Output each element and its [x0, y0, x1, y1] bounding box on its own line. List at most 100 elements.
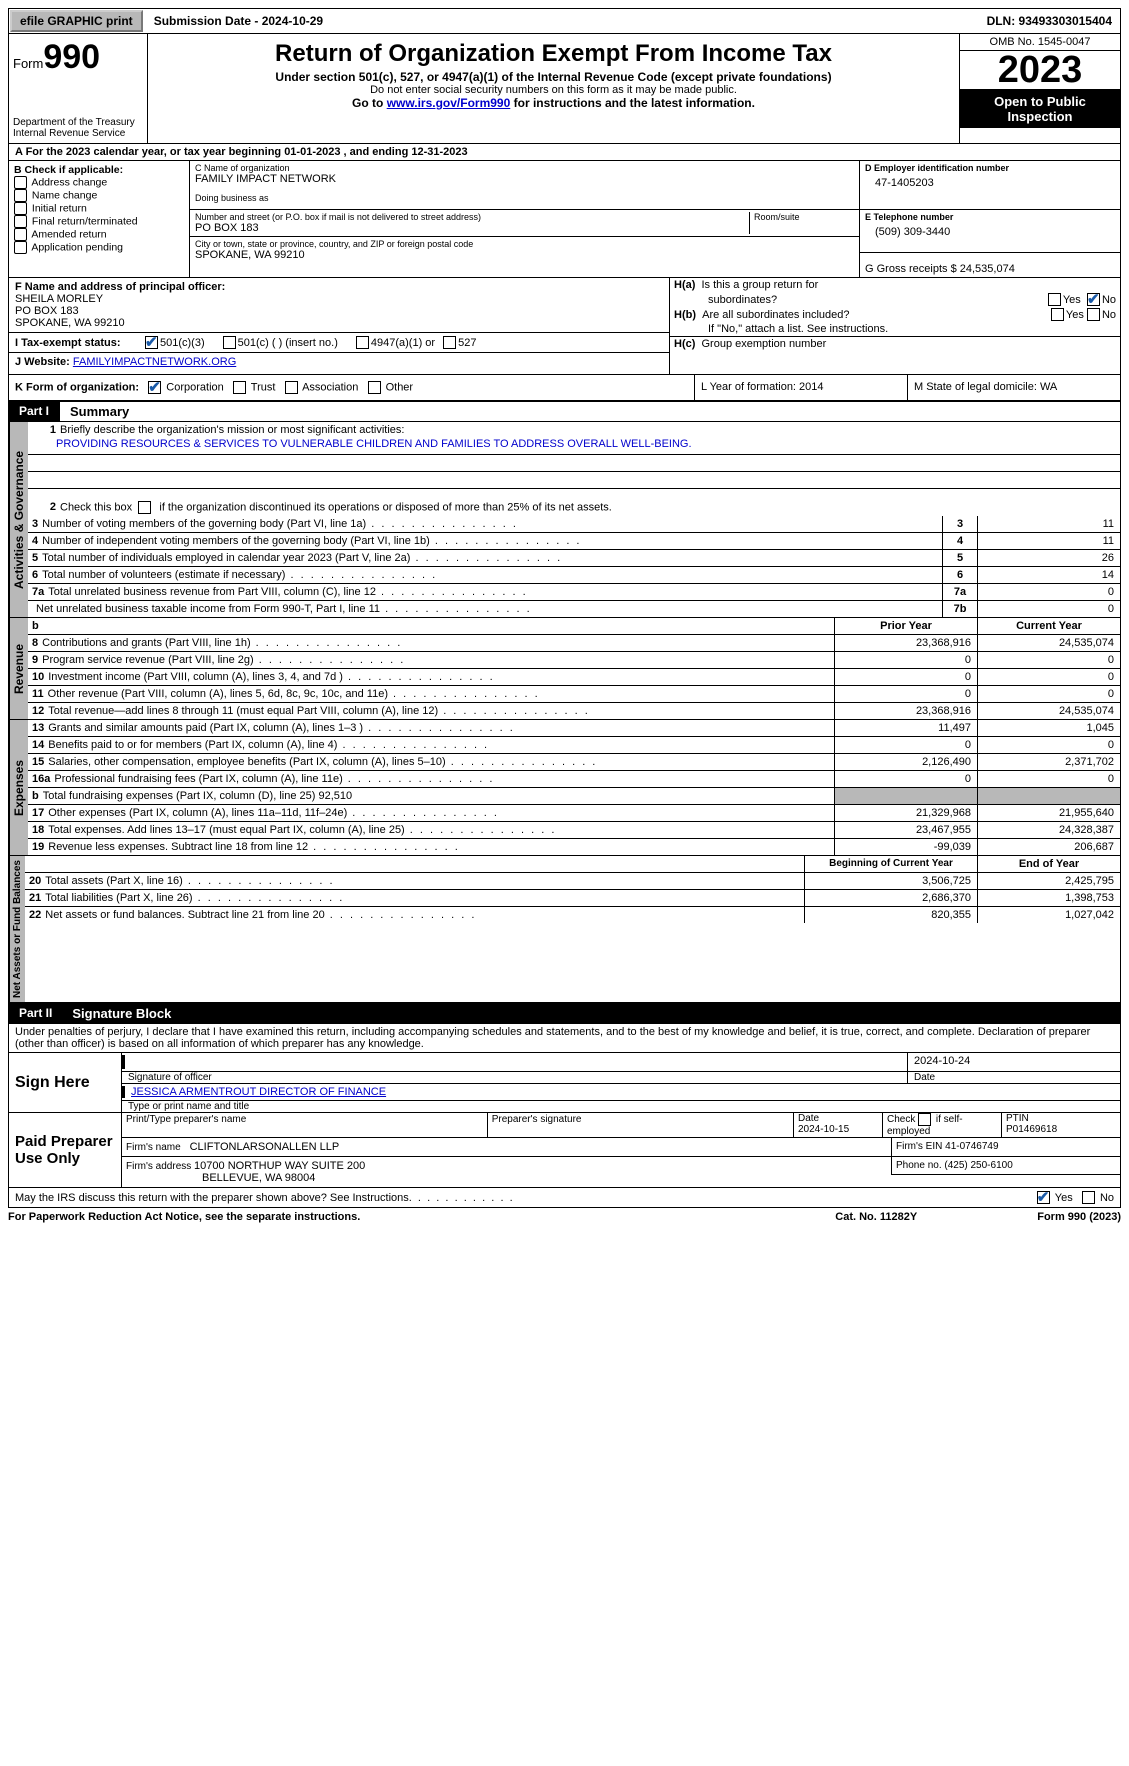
gov-line: 4Number of independent voting members of… — [28, 533, 1120, 550]
subtitle-3: Go to www.irs.gov/Form990 for instructio… — [158, 96, 949, 110]
section-ag: Activities & Governance 1 Briefly descri… — [8, 422, 1121, 618]
firm-name: CLIFTONLARSONALLEN LLP — [190, 1141, 340, 1153]
cb-discontinued[interactable] — [138, 501, 151, 514]
hb-note: If "No," attach a list. See instructions… — [670, 322, 1120, 336]
open-inspection: Open to Public Inspection — [960, 90, 1120, 128]
dln: DLN: 93493303015404 — [979, 12, 1120, 30]
cb-4947[interactable] — [356, 336, 369, 349]
sig-officer-label: Signature of officer — [122, 1072, 907, 1083]
cb-corp[interactable] — [148, 381, 161, 394]
prep-sig-label: Preparer's signature — [487, 1113, 793, 1137]
section-revenue: Revenue b Prior Year Current Year 8Contr… — [8, 618, 1121, 720]
data-line: 20Total assets (Part X, line 16)3,506,72… — [25, 873, 1120, 890]
gov-line: 3Number of voting members of the governi… — [28, 516, 1120, 533]
gov-line: 6Total number of volunteers (estimate if… — [28, 567, 1120, 584]
footer-left: For Paperwork Reduction Act Notice, see … — [8, 1211, 360, 1223]
paid-preparer-label: Paid Preparer Use Only — [9, 1113, 122, 1187]
data-line: 22Net assets or fund balances. Subtract … — [25, 907, 1120, 923]
ha-row: H(a) Is this a group return for — [670, 278, 1120, 292]
may-irs-row: May the IRS discuss this return with the… — [8, 1188, 1121, 1208]
room-label: Room/suite — [754, 212, 854, 222]
date-label: Date — [907, 1072, 1120, 1083]
year-formation: L Year of formation: 2014 — [694, 375, 907, 400]
mid-block: F Name and address of principal officer:… — [8, 278, 1121, 375]
ein: 47-1405203 — [865, 173, 1115, 193]
data-line: 9Program service revenue (Part VIII, lin… — [28, 652, 1120, 669]
firm-addr1: 10700 NORTHUP WAY SUITE 200 — [194, 1160, 365, 1172]
city: SPOKANE, WA 99210 — [195, 249, 305, 261]
firm-phone: Phone no. (425) 250-6100 — [891, 1157, 1120, 1175]
hb-no[interactable] — [1087, 308, 1100, 321]
data-line: bTotal fundraising expenses (Part IX, co… — [28, 788, 1120, 805]
cb-initial-return[interactable]: Initial return — [14, 202, 184, 215]
gov-line: 7aTotal unrelated business revenue from … — [28, 584, 1120, 601]
klm-row: K Form of organization: Corporation Trus… — [8, 375, 1121, 401]
section-netassets: Net Assets or Fund Balances Beginning of… — [8, 856, 1121, 1003]
hdr-prior-year: Prior Year — [834, 618, 977, 634]
form-header: Form990 Department of the Treasury Inter… — [8, 34, 1121, 144]
cb-trust[interactable] — [233, 381, 246, 394]
irs-link[interactable]: www.irs.gov/Form990 — [387, 96, 511, 110]
may-irs-yes[interactable] — [1037, 1191, 1050, 1204]
data-line: 10Investment income (Part VIII, column (… — [28, 669, 1120, 686]
addr-label: Number and street (or P.O. box if mail i… — [195, 212, 749, 222]
data-line: 11Other revenue (Part VIII, column (A), … — [28, 686, 1120, 703]
officer-label: F Name and address of principal officer: — [15, 281, 663, 293]
form-title: Return of Organization Exempt From Incom… — [158, 40, 949, 68]
submission-date: Submission Date - 2024-10-29 — [144, 12, 333, 30]
cb-527[interactable] — [443, 336, 456, 349]
phone: (509) 309-3440 — [865, 222, 1115, 242]
mission-text: PROVIDING RESOURCES & SERVICES TO VULNER… — [28, 438, 1120, 455]
website-link[interactable]: FAMILYIMPACTNETWORK.ORG — [73, 356, 236, 368]
footer-cat: Cat. No. 11282Y — [835, 1211, 917, 1223]
footer-form: Form 990 (2023) — [1037, 1211, 1121, 1223]
cb-assoc[interactable] — [285, 381, 298, 394]
name-label: C Name of organization — [195, 163, 854, 173]
tax-status-label: I Tax-exempt status: — [15, 337, 145, 349]
tab-activities: Activities & Governance — [9, 422, 28, 617]
hdr-current-year: Current Year — [977, 618, 1120, 634]
sign-here-label: Sign Here — [9, 1053, 122, 1112]
box-b: B Check if applicable: Address change Na… — [9, 161, 190, 277]
ha-no[interactable] — [1087, 293, 1100, 306]
hdr-boy: Beginning of Current Year — [804, 856, 977, 872]
topbar: efile GRAPHIC print Submission Date - 20… — [8, 8, 1121, 34]
firm-ein: Firm's EIN 41-0746749 — [891, 1138, 1120, 1156]
cb-amended-return[interactable]: Amended return — [14, 228, 184, 241]
tab-netassets: Net Assets or Fund Balances — [9, 856, 25, 1002]
ha-yes[interactable] — [1048, 293, 1061, 306]
gov-line: Net unrelated business taxable income fr… — [28, 601, 1120, 617]
efile-button[interactable]: efile GRAPHIC print — [10, 10, 143, 32]
hb-row: H(b) Are all subordinates included? Yes … — [670, 307, 1120, 322]
data-line: 18Total expenses. Add lines 13–17 (must … — [28, 822, 1120, 839]
hb-yes[interactable] — [1051, 308, 1064, 321]
officer-addr1: PO BOX 183 — [15, 305, 663, 317]
phone-label: E Telephone number — [865, 212, 1115, 222]
data-line: 8Contributions and grants (Part VIII, li… — [28, 635, 1120, 652]
mission-q: Briefly describe the organization's miss… — [60, 424, 404, 436]
org-name: FAMILY IMPACT NETWORK — [195, 173, 336, 185]
data-line: 21Total liabilities (Part X, line 26)2,6… — [25, 890, 1120, 907]
data-line: 15Salaries, other compensation, employee… — [28, 754, 1120, 771]
cb-final-return[interactable]: Final return/terminated — [14, 215, 184, 228]
subtitle-2: Do not enter social security numbers on … — [158, 84, 949, 96]
self-emp: Check if self-employed — [882, 1113, 1001, 1137]
cb-name-change[interactable]: Name change — [14, 189, 184, 202]
entity-block: B Check if applicable: Address change Na… — [8, 161, 1121, 278]
cb-app-pending[interactable]: Application pending — [14, 241, 184, 254]
officer-signed-name[interactable]: JESSICA ARMENTROUT DIRECTOR OF FINANCE — [131, 1086, 386, 1098]
line2: Check this box if the organization disco… — [60, 501, 612, 514]
cb-address-change[interactable]: Address change — [14, 176, 184, 189]
cb-other[interactable] — [368, 381, 381, 394]
data-line: 17Other expenses (Part IX, column (A), l… — [28, 805, 1120, 822]
hdr-eoy: End of Year — [977, 856, 1120, 872]
cb-501c3[interactable] — [145, 336, 158, 349]
section-expenses: Expenses 13Grants and similar amounts pa… — [8, 720, 1121, 856]
penalties: Under penalties of perjury, I declare th… — [8, 1024, 1121, 1053]
cb-501c[interactable] — [223, 336, 236, 349]
officer-addr2: SPOKANE, WA 99210 — [15, 317, 663, 329]
data-line: 13Grants and similar amounts paid (Part … — [28, 720, 1120, 737]
line-a: A For the 2023 calendar year, or tax yea… — [8, 144, 1121, 161]
may-irs-no[interactable] — [1082, 1191, 1095, 1204]
cb-self-employed[interactable] — [918, 1113, 931, 1126]
